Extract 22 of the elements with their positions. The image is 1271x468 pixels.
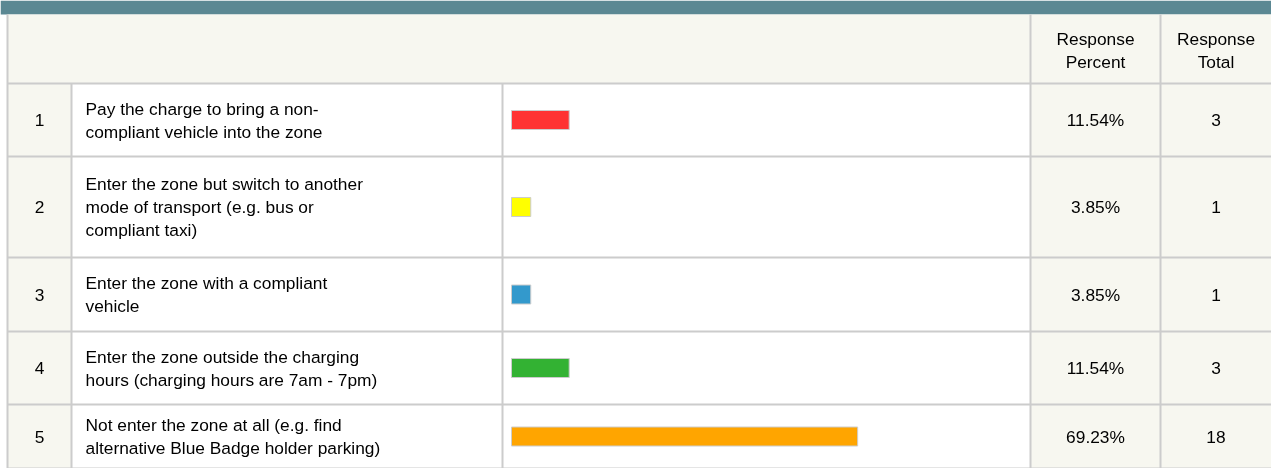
text: 1	[34, 110, 45, 130]
y-tick-label: Not enter the zone at all (e.g. find alternative Blue Badge holder parking)	[85, 415, 381, 458]
text: Response Percent	[1056, 28, 1135, 72]
text: 2	[34, 197, 45, 217]
text: 1	[1211, 284, 1221, 305]
y-tick-label: Pay the charge to bring a non-compliant vehicle into the zone	[85, 98, 323, 142]
y-tick-label: Enter the zone outside the charging hours (charging hours are 7am - 7pm)	[85, 346, 378, 390]
data-label: 69.23%	[1066, 426, 1125, 447]
data-label: 11.54%	[1066, 358, 1125, 378]
text: 3	[34, 284, 45, 305]
data-label: 11.54%	[1066, 110, 1125, 130]
text: 4	[34, 358, 45, 378]
text: 3	[1211, 110, 1221, 130]
y-tick-label: Enter the zone but switch to another mode of transport (e.g. bus or compliant taxi)	[85, 174, 364, 240]
data-label: 3.85%	[1070, 197, 1121, 217]
text: 5	[34, 426, 45, 447]
y-tick-label: Enter the zone with a compliant vehicle	[85, 273, 328, 316]
text: 1	[1211, 197, 1221, 217]
data-label: 3.85%	[1070, 284, 1121, 305]
text: Response Total	[1176, 28, 1256, 72]
text: 3	[1211, 358, 1221, 378]
text: 18	[1206, 426, 1226, 447]
